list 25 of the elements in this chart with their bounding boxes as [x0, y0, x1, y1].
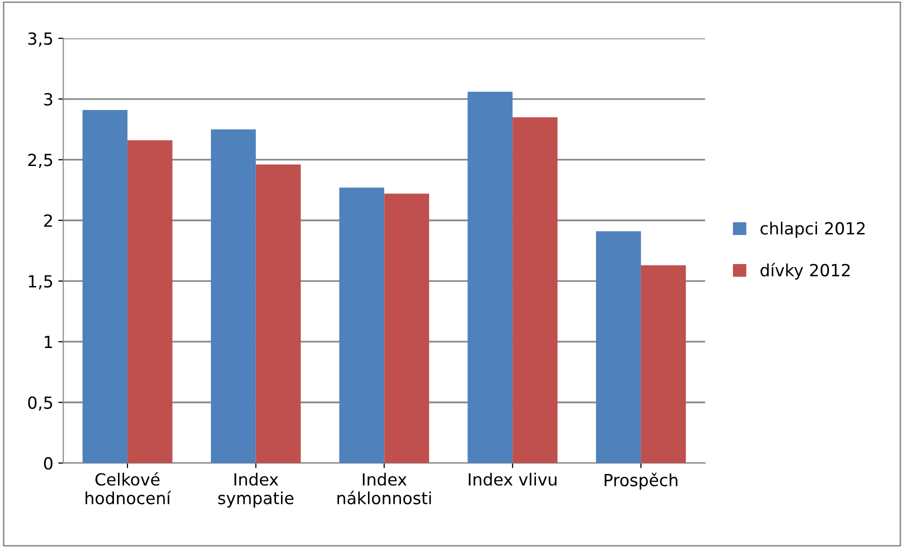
y-tick-label: 3	[44, 92, 52, 106]
bar	[127, 140, 172, 464]
bar	[596, 231, 641, 464]
legend-label: chlapci 2012	[760, 222, 865, 238]
x-tick-label: Index vlivu	[468, 472, 556, 486]
x-tick-label: Prospěch	[604, 472, 678, 490]
bar	[339, 188, 384, 464]
bar	[384, 194, 430, 464]
x-tick-label: Index náklonnosti	[338, 472, 431, 504]
y-tick-label: 0,5	[28, 396, 52, 411]
x-tick-label: Celkové hodnocení	[86, 472, 172, 504]
bar	[640, 265, 686, 464]
bar	[210, 129, 256, 464]
bar	[468, 92, 513, 464]
bar	[82, 110, 128, 464]
y-tick-label: 2	[44, 214, 52, 227]
bar	[256, 164, 301, 464]
y-tick-label: 1,5	[28, 275, 52, 290]
legend-label: dívky 2012	[760, 262, 850, 280]
y-tick-label: 0	[44, 457, 52, 470]
y-tick-label: 3,5	[28, 32, 52, 47]
x-tick-label: Index sympatie	[218, 472, 294, 508]
y-tick-label: 2,5	[28, 154, 52, 168]
y-tick-label: 1	[44, 336, 52, 348]
bar	[512, 117, 558, 464]
